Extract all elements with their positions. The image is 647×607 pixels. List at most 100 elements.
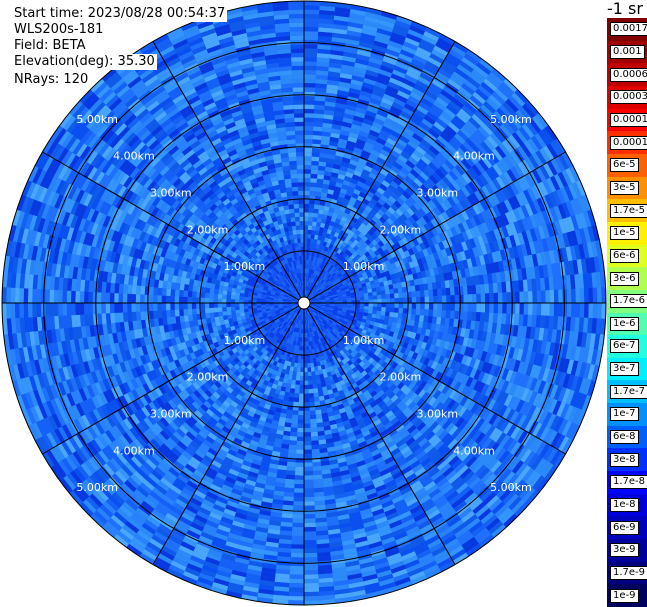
heatmap-cell bbox=[371, 353, 378, 360]
heatmap-cell bbox=[327, 337, 332, 343]
heatmap-cell bbox=[286, 139, 296, 145]
heatmap-cell bbox=[170, 303, 175, 310]
heatmap-cell bbox=[325, 272, 330, 278]
heatmap-cell bbox=[316, 266, 320, 272]
heatmap-cell bbox=[235, 303, 240, 307]
beta-heatmap bbox=[2, 1, 606, 605]
heatmap-cell bbox=[291, 290, 296, 294]
heatmap-cell bbox=[394, 371, 402, 379]
heatmap-cell bbox=[312, 260, 316, 266]
heatmap-cell bbox=[230, 390, 239, 398]
heatmap-cell bbox=[171, 316, 177, 324]
heatmap-cell bbox=[346, 279, 352, 284]
heatmap-cell bbox=[226, 362, 234, 370]
heatmap-cell bbox=[235, 327, 241, 333]
heatmap-cell bbox=[187, 303, 192, 310]
heatmap-cell bbox=[187, 290, 193, 298]
heatmap-cell bbox=[336, 289, 341, 293]
heatmap-cell bbox=[355, 253, 361, 260]
heatmap-cell bbox=[260, 272, 266, 278]
heatmap-cell bbox=[323, 228, 328, 234]
heatmap-cell bbox=[316, 288, 321, 293]
heatmap-cell bbox=[310, 278, 314, 283]
heatmap-cell bbox=[361, 364, 369, 371]
heatmap-cell bbox=[295, 247, 299, 252]
heatmap-cell bbox=[289, 388, 295, 394]
heatmap-cell bbox=[270, 274, 276, 279]
heatmap-cell bbox=[287, 305, 292, 307]
heatmap-cell bbox=[292, 322, 296, 327]
heatmap-cell bbox=[449, 310, 455, 319]
heatmap-cell bbox=[404, 262, 411, 270]
heatmap-cell bbox=[305, 290, 307, 295]
heatmap-cell bbox=[282, 341, 287, 347]
heatmap-cell bbox=[238, 390, 246, 398]
heatmap-cell bbox=[312, 247, 316, 253]
heatmap-cell bbox=[297, 286, 300, 291]
heatmap-cell bbox=[287, 257, 291, 263]
heatmap-cell bbox=[315, 308, 320, 311]
heatmap-cell bbox=[280, 311, 285, 315]
heatmap-cell bbox=[371, 239, 378, 246]
heatmap-cell bbox=[396, 345, 403, 352]
heatmap-cell bbox=[255, 281, 261, 286]
heatmap-cell bbox=[312, 300, 317, 302]
heatmap-cell bbox=[384, 315, 390, 321]
heatmap-cell bbox=[304, 242, 308, 247]
heatmap-cell bbox=[247, 303, 253, 306]
heatmap-cell bbox=[258, 286, 264, 290]
heatmap-cell bbox=[318, 277, 322, 283]
heatmap-cell bbox=[371, 360, 378, 367]
heatmap-cell bbox=[293, 322, 297, 328]
heatmap-cell bbox=[215, 264, 222, 271]
heatmap-cell bbox=[414, 265, 421, 273]
heatmap-cell bbox=[292, 306, 297, 309]
heatmap-cell bbox=[427, 282, 433, 290]
heatmap-cell bbox=[307, 375, 313, 381]
heatmap-cell bbox=[217, 339, 224, 347]
heatmap-cell bbox=[227, 369, 234, 377]
heatmap-cell bbox=[308, 292, 312, 296]
heatmap-cell bbox=[287, 319, 292, 324]
heatmap-cell bbox=[247, 229, 254, 236]
heatmap-cell bbox=[326, 193, 333, 199]
heatmap-cell bbox=[205, 312, 211, 319]
heatmap-cell bbox=[391, 368, 399, 377]
heatmap-cell bbox=[307, 225, 313, 231]
heatmap-cell bbox=[319, 284, 324, 289]
heatmap-cell bbox=[273, 304, 279, 307]
heatmap-cell bbox=[311, 371, 316, 376]
heatmap-cell bbox=[362, 208, 370, 216]
heatmap-cell bbox=[274, 225, 280, 231]
heatmap-cell bbox=[313, 274, 317, 280]
heatmap-cell bbox=[341, 311, 347, 315]
heatmap-cell bbox=[377, 336, 383, 343]
heatmap-cell bbox=[220, 230, 228, 238]
heatmap-cell bbox=[304, 462, 313, 467]
heatmap-cell bbox=[330, 383, 337, 390]
heatmap-cell bbox=[327, 290, 333, 294]
heatmap-cell bbox=[355, 308, 360, 312]
heatmap-cell bbox=[312, 312, 316, 317]
heatmap-cell bbox=[358, 216, 365, 223]
heatmap-cell bbox=[316, 379, 321, 384]
heatmap-cell bbox=[205, 345, 212, 352]
heatmap-cell bbox=[324, 398, 331, 405]
heatmap-cell bbox=[291, 290, 295, 295]
heatmap-cell bbox=[331, 339, 337, 345]
heatmap-cell bbox=[342, 300, 348, 303]
heatmap-cell bbox=[297, 238, 301, 243]
heatmap-cell bbox=[269, 304, 274, 307]
heatmap-cell bbox=[377, 358, 385, 366]
heatmap-cell bbox=[320, 315, 325, 320]
heatmap-cell bbox=[206, 356, 214, 365]
heatmap-cell bbox=[304, 208, 309, 213]
heatmap-cell bbox=[295, 341, 298, 346]
heatmap-cell bbox=[373, 222, 381, 230]
heatmap-cell bbox=[291, 344, 295, 350]
heatmap-cell bbox=[270, 212, 276, 219]
heatmap-cell bbox=[306, 290, 308, 295]
heatmap-cell bbox=[304, 466, 313, 472]
heatmap-cell bbox=[313, 126, 323, 132]
heatmap-cell bbox=[329, 304, 335, 307]
